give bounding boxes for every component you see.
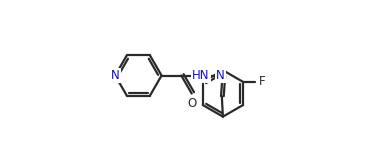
Text: F: F — [258, 75, 265, 88]
Text: HN: HN — [192, 69, 210, 82]
Text: O: O — [187, 97, 196, 110]
Text: N: N — [111, 69, 120, 82]
Text: N: N — [216, 69, 225, 82]
